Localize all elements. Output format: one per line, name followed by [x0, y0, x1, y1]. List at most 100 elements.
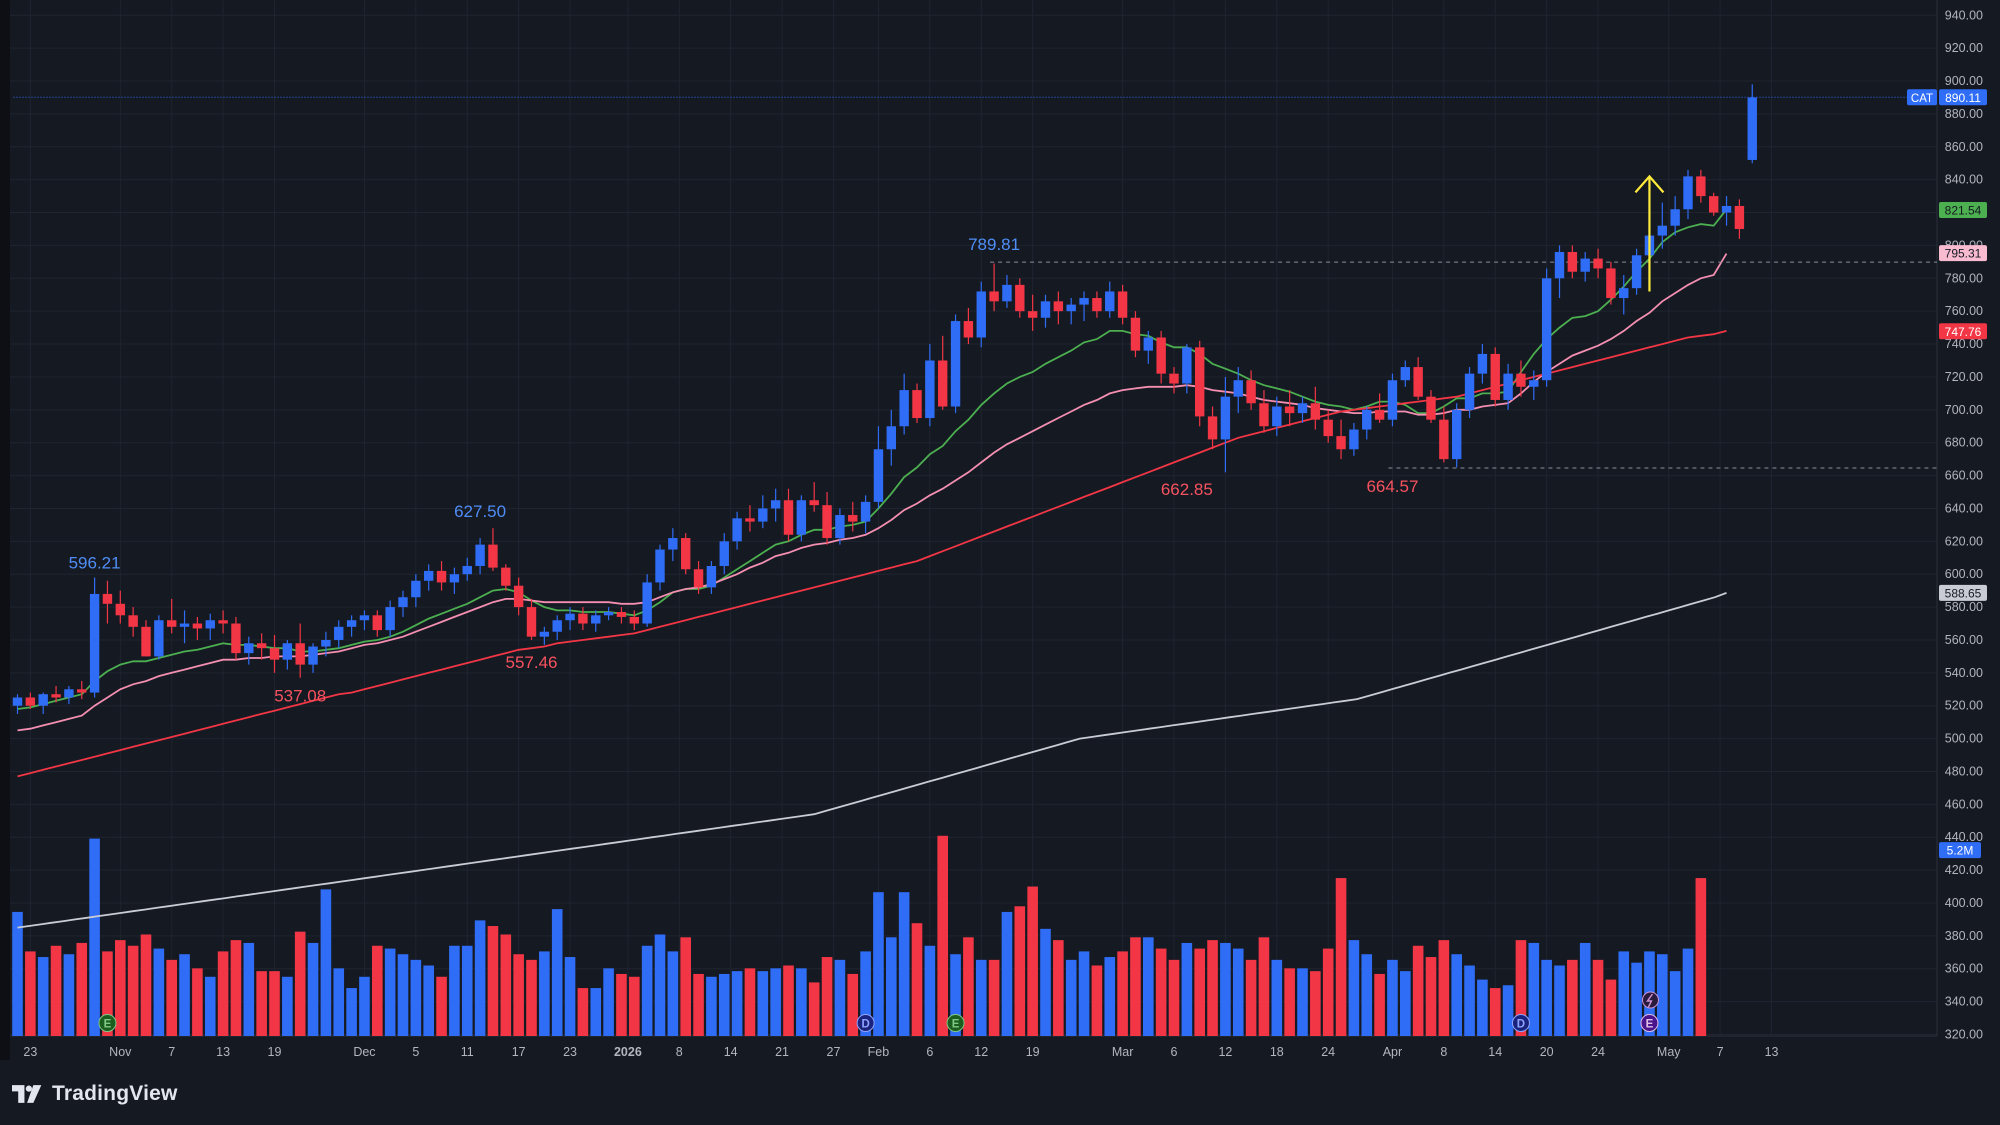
candle-body [1554, 252, 1565, 279]
volume-bar [821, 957, 833, 1036]
candle-body [1426, 396, 1436, 420]
candlestick-chart[interactable]: 320.00 340.00 360.00 380.00 400.00 420.00 440.… [0, 0, 2000, 1066]
event-marker [856, 1014, 875, 1032]
candle-body [1696, 176, 1706, 197]
candle-body [12, 697, 23, 706]
candle-body [873, 449, 884, 502]
volume-bar [449, 945, 460, 1036]
candle-body [1413, 367, 1423, 397]
volume-bar [359, 976, 370, 1036]
candle-body [385, 607, 395, 631]
volume-bar [1284, 968, 1295, 1036]
x-tick-label: Apr [1383, 1045, 1402, 1059]
candle-body [1323, 419, 1333, 437]
candle-body [1567, 252, 1578, 272]
price-annotation: 627.50 [454, 502, 506, 521]
candle-body [1220, 396, 1231, 440]
volume-bar [423, 965, 434, 1036]
volume-bar [474, 920, 486, 1036]
sma-white-line [17, 592, 1727, 929]
volume-bar [1464, 965, 1475, 1036]
candle-body [1683, 176, 1693, 210]
candle-body [38, 694, 48, 706]
candle-body [603, 612, 614, 616]
volume-bar [25, 951, 36, 1036]
candle-body [1053, 301, 1064, 312]
candle-body [295, 643, 305, 665]
volume-tag [1939, 842, 1981, 859]
volume-bar [1091, 965, 1103, 1036]
volume-bar [436, 976, 447, 1036]
volume-bar [1631, 962, 1642, 1036]
candle-body [1195, 347, 1205, 417]
volume-bar [1669, 971, 1681, 1036]
candle-body [192, 623, 203, 629]
y-tick-label: 840.00 [1945, 173, 1983, 187]
volume-bar [1310, 971, 1321, 1036]
candle-body [1670, 209, 1680, 226]
x-tick-label: 2026 [614, 1045, 642, 1059]
candle-body [1105, 291, 1115, 312]
candle-body [424, 570, 434, 581]
price-annotation: 664.57 [1366, 477, 1418, 496]
volume-bar [179, 954, 190, 1036]
volume-bar [963, 937, 974, 1036]
candle-body [1593, 258, 1603, 269]
volume-bar [590, 988, 602, 1036]
candle-body [1734, 205, 1745, 229]
event-marker-label: D [1517, 1019, 1525, 1031]
candle-body [1027, 311, 1038, 318]
volume-bar [1104, 957, 1116, 1036]
candle-body [1529, 380, 1539, 387]
candle-body [1400, 367, 1410, 381]
y-tick-label: 320.00 [1945, 1028, 1983, 1042]
candle-body [1657, 225, 1667, 236]
x-tick-label: 21 [775, 1045, 789, 1059]
volume-bar [526, 959, 537, 1036]
volume-bar [1387, 959, 1398, 1036]
volume-bar [898, 892, 910, 1036]
volume-bar [140, 934, 152, 1036]
volume-bar [1143, 937, 1154, 1036]
volume-bar [1322, 948, 1334, 1036]
candle-body [1464, 373, 1475, 410]
symbol-tag-label: CAT [1911, 93, 1933, 105]
volume-bar [1682, 948, 1694, 1036]
volume-bar [1425, 957, 1437, 1036]
candle-body [1374, 409, 1385, 420]
y-tick-label: 580.00 [1945, 600, 1983, 614]
volume-bar [975, 959, 987, 1036]
candle-body [25, 697, 36, 706]
volume-bar [924, 945, 936, 1036]
x-tick-label: 17 [512, 1045, 526, 1059]
candle-body [269, 648, 280, 660]
candle-body [1310, 403, 1321, 420]
price-tag-label: 821.54 [1945, 204, 1982, 218]
candle-body [321, 639, 331, 647]
candle-body [77, 689, 87, 693]
x-tick-label: 20 [1540, 1045, 1554, 1059]
volume-bar [513, 954, 524, 1036]
price-tag-label: 890.11 [1945, 91, 1981, 105]
x-tick-label: 11 [461, 1045, 474, 1059]
volume-bar [950, 954, 961, 1036]
logo-text: TradingView [52, 1082, 178, 1105]
x-tick-label: 14 [724, 1045, 738, 1059]
candle-body [950, 321, 961, 407]
volume-bar [783, 965, 794, 1036]
candle-body [475, 544, 485, 566]
volume-bar [834, 959, 846, 1036]
candle-body [1143, 337, 1153, 351]
volume-bar [757, 971, 769, 1036]
volume-bar [37, 957, 49, 1036]
tradingview-logo[interactable]: TradingView [12, 1082, 178, 1106]
x-tick-label: 5 [412, 1045, 419, 1059]
candle-body [1272, 406, 1282, 427]
plot-background [0, 0, 2000, 1066]
candle-body [1747, 97, 1757, 160]
y-tick-label: 600.00 [1945, 567, 1983, 581]
volume-bar [551, 909, 563, 1036]
candle-body [1580, 258, 1590, 272]
y-tick-label: 660.00 [1945, 469, 1983, 483]
